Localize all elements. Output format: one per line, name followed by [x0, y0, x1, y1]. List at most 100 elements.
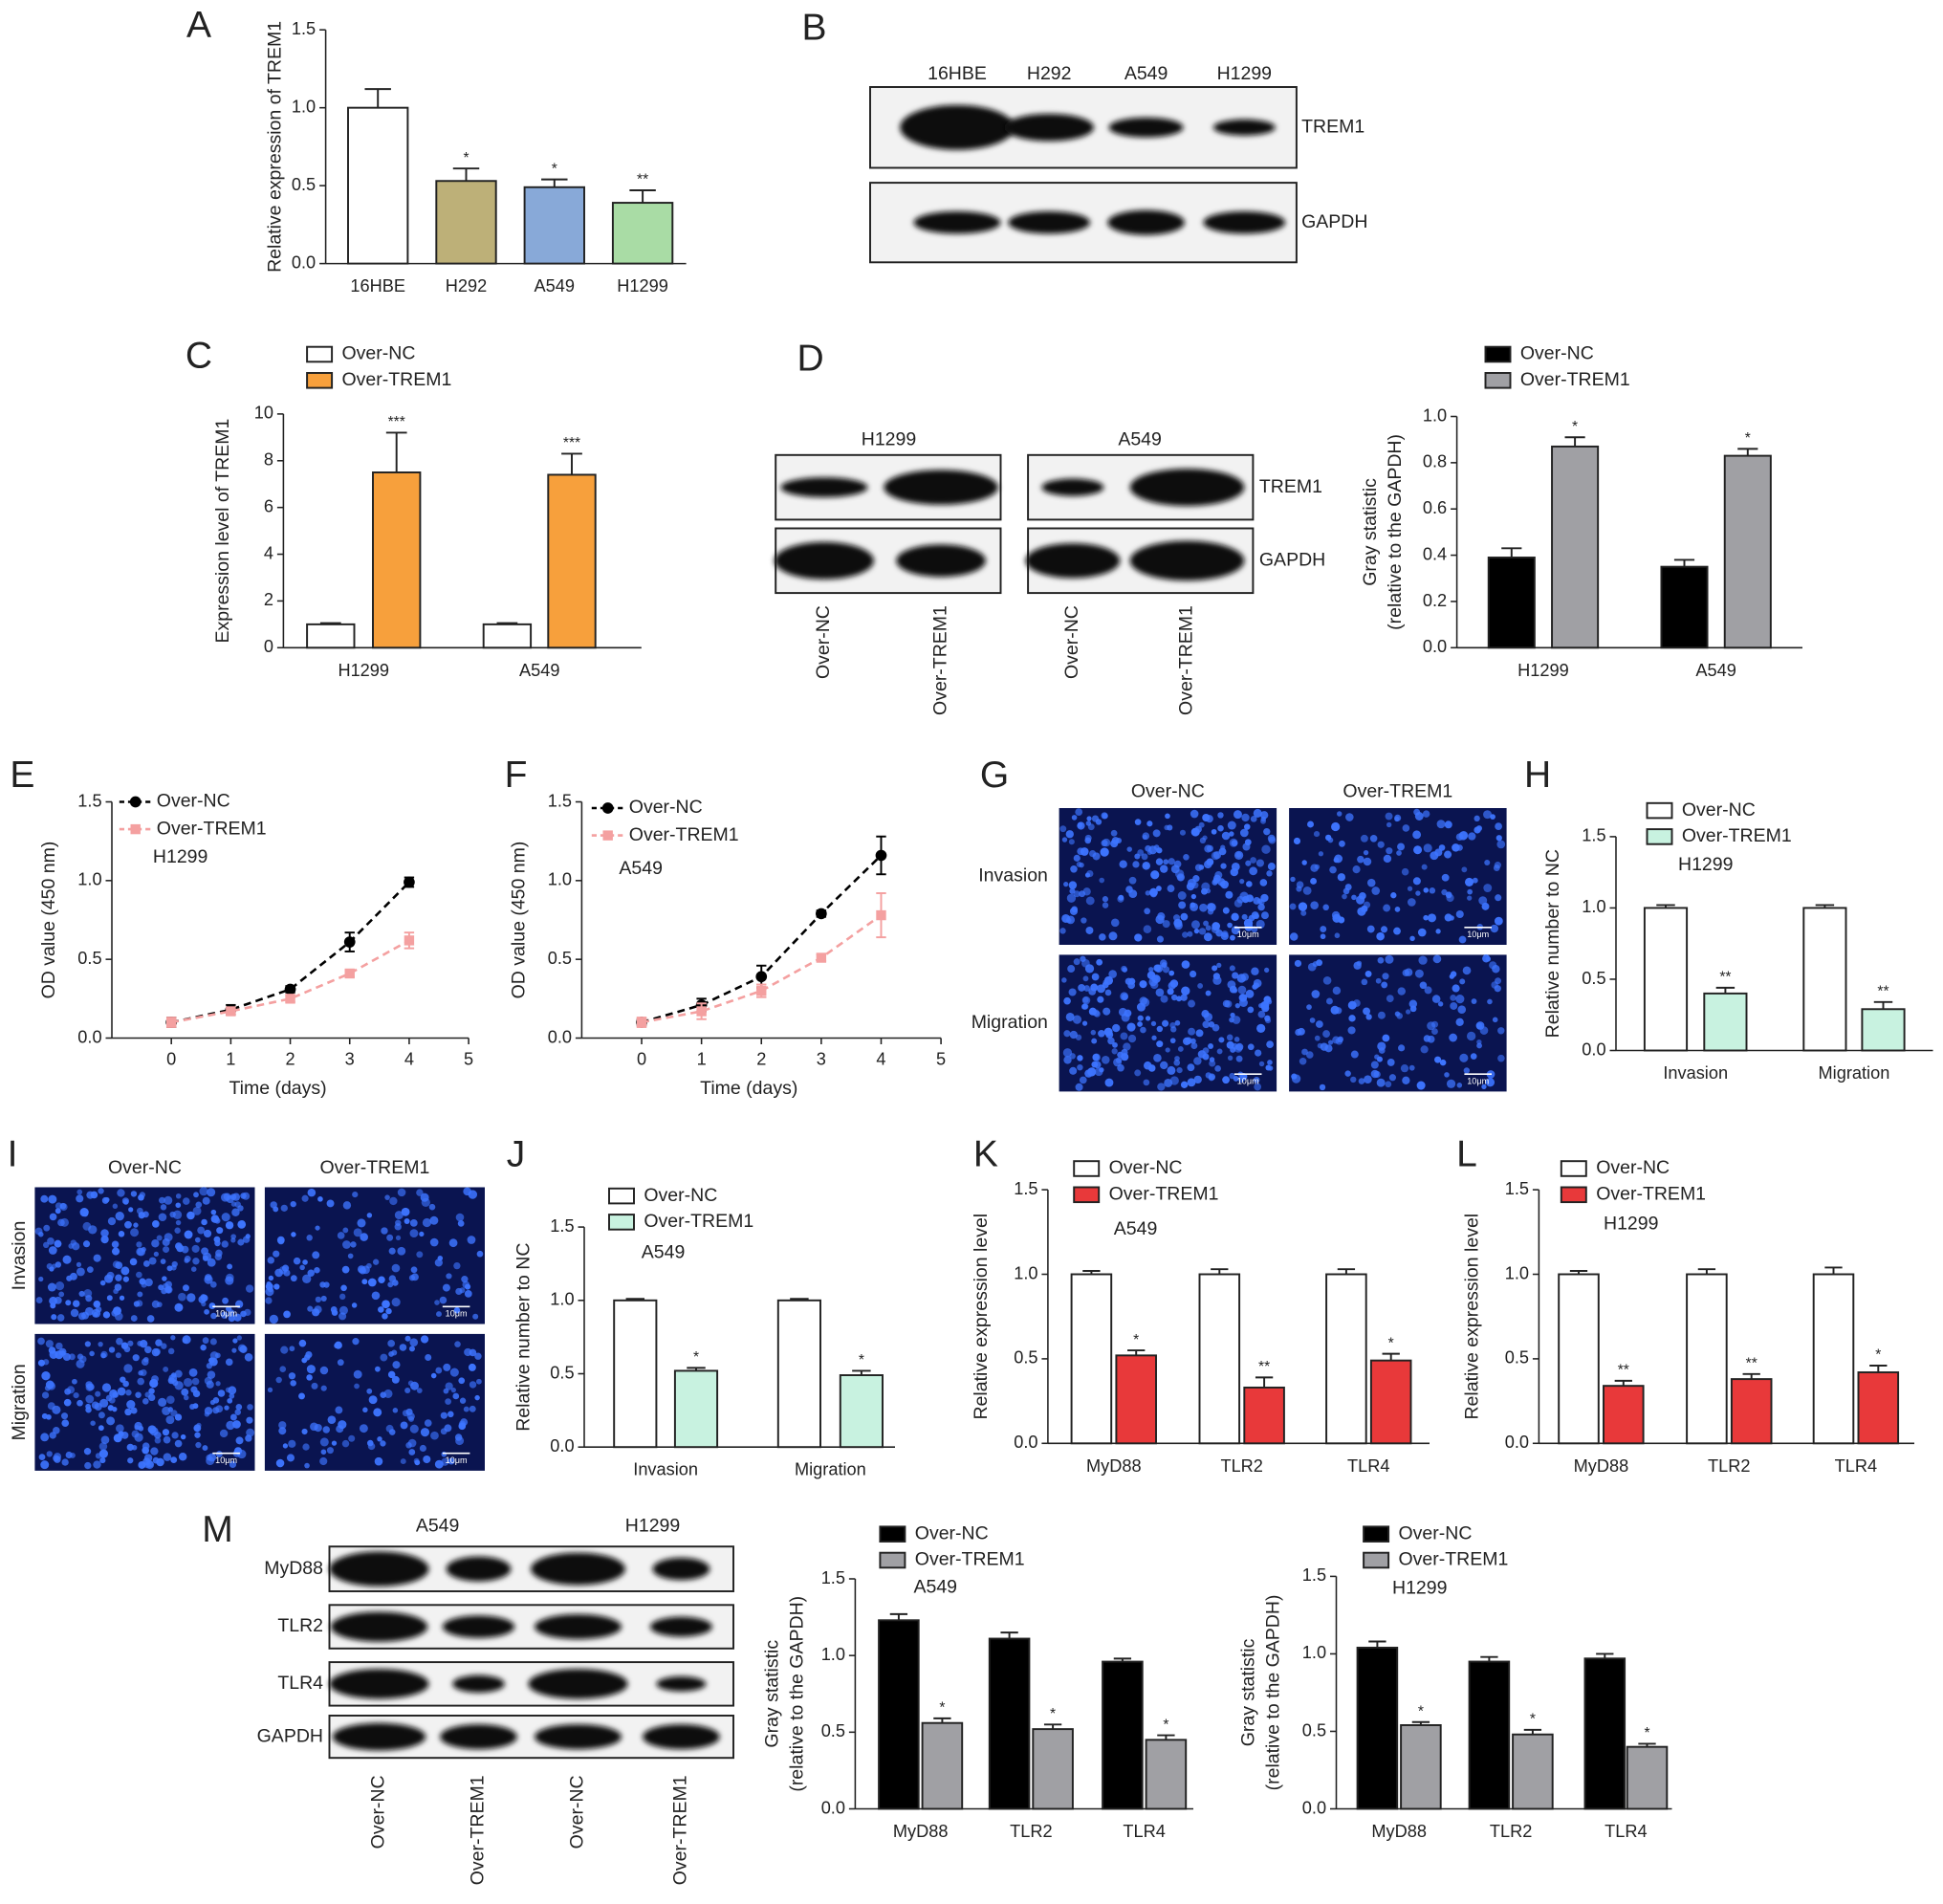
cell-nucleus [1222, 999, 1231, 1008]
cell-nucleus [177, 1303, 184, 1310]
cell-nucleus [1229, 1072, 1235, 1080]
cell-nucleus [1266, 1040, 1274, 1048]
error-bar [1638, 1742, 1656, 1747]
chart: 0.0 0.5 1.0 1.5 Relative number to NC H H1299 I… [1524, 755, 1933, 1083]
cell-nucleus [1402, 1076, 1410, 1084]
cell-nucleus [1117, 1051, 1124, 1059]
cell-nucleus [269, 1314, 279, 1324]
cell-nucleus [1296, 881, 1304, 889]
cell-nucleus [137, 1377, 145, 1386]
cell-nucleus [113, 1306, 121, 1316]
significance: * [1875, 1347, 1881, 1364]
bar [921, 1721, 964, 1810]
legend-label: Over-NC [1520, 343, 1594, 364]
cell-nucleus [1164, 824, 1169, 831]
cell-nucleus [192, 1206, 202, 1215]
cell-nucleus [1313, 830, 1321, 838]
cell-nucleus [231, 1347, 237, 1353]
cell-nucleus [1250, 815, 1257, 822]
chart: 0.0 0.5 1.0 1.5 Relative number to NC J A549 In… [507, 1133, 895, 1479]
cell-nucleus [397, 1188, 406, 1197]
cell-nucleus [302, 1443, 310, 1451]
cell-nucleus [1229, 831, 1234, 837]
marker [284, 983, 296, 996]
cell-nucleus [1066, 893, 1077, 903]
cell-nucleus [1247, 1043, 1255, 1051]
blot-band [452, 1674, 505, 1693]
cell-nucleus [209, 1338, 217, 1346]
cell-nucleus [1418, 955, 1428, 965]
cell-nucleus [46, 1262, 53, 1270]
bar [1145, 1739, 1188, 1810]
row-label: TREM1 [1259, 476, 1322, 497]
bar [1198, 1273, 1241, 1445]
panel-label: E [10, 755, 34, 796]
bar [1730, 1378, 1773, 1445]
cell-nucleus [378, 1276, 385, 1283]
cell-nucleus [1169, 1076, 1179, 1085]
scale-bar-label: 10μm [215, 1455, 237, 1465]
cell-nucleus [1102, 896, 1109, 903]
cell-nucleus [1377, 841, 1385, 848]
cell-nucleus [273, 1206, 279, 1213]
y-tick-label: 1.5 [1014, 1179, 1037, 1198]
cell-nucleus [290, 1200, 296, 1208]
legend-swatch [1646, 801, 1673, 820]
cell-nucleus [244, 1308, 251, 1317]
cell-nucleus [1483, 884, 1493, 892]
cell-nucleus [265, 1297, 273, 1304]
cell-nucleus [76, 1189, 83, 1195]
cell-nucleus [1415, 890, 1421, 896]
cell-nucleus [1317, 1042, 1323, 1049]
cell-nucleus [1363, 1007, 1371, 1016]
cell-nucleus [182, 1197, 190, 1205]
significance: * [859, 1352, 864, 1368]
cell-nucleus [326, 1447, 334, 1455]
x-tick-label: TLR2 [1490, 1822, 1532, 1841]
cell-nucleus [127, 1340, 134, 1346]
bar [1115, 1354, 1157, 1445]
y-tick-label: 0.5 [1302, 1720, 1326, 1740]
cell-nucleus [435, 1367, 443, 1374]
cell-nucleus [1408, 1064, 1415, 1071]
error-bar [541, 178, 568, 187]
micrograph: 10μm [1289, 954, 1507, 1092]
micrograph: 10μm [264, 1187, 485, 1324]
error-bar [852, 1369, 871, 1376]
cell-nucleus [244, 1352, 253, 1362]
cell-nucleus [1205, 925, 1212, 931]
cell-nucleus [1376, 1056, 1383, 1062]
cell-nucleus [1290, 876, 1296, 883]
cell-nucleus [1394, 1011, 1401, 1017]
cell-nucleus [1325, 997, 1333, 1005]
error-bar [1211, 1268, 1229, 1275]
cell-nucleus [1231, 912, 1239, 922]
cell-nucleus [70, 1308, 79, 1318]
bar [1400, 1724, 1442, 1810]
cell-nucleus [242, 1192, 251, 1200]
cell-nucleus [1261, 844, 1271, 854]
cell-nucleus [428, 1203, 436, 1211]
cell-nucleus [1206, 858, 1214, 866]
y-tick-label: 0.5 [821, 1721, 845, 1740]
cell-nucleus [48, 1194, 57, 1204]
cell-nucleus [49, 1213, 57, 1221]
cell-nucleus [1458, 831, 1468, 841]
row-label: GAPDH [1301, 211, 1367, 232]
cell-nucleus [1061, 837, 1068, 843]
cell-nucleus [1383, 904, 1391, 912]
cell-nucleus [1080, 955, 1086, 962]
cell-nucleus [1209, 1060, 1216, 1067]
subset-label: A549 [642, 1242, 686, 1263]
micrograph-background [1289, 807, 1507, 945]
y-tick-label: 1.5 [821, 1568, 845, 1587]
cell-nucleus [148, 1257, 157, 1265]
y-tick-label: 0.0 [548, 1027, 572, 1046]
cell-nucleus [1253, 1076, 1260, 1083]
cell-nucleus [234, 1409, 241, 1415]
cell-nucleus [442, 1283, 450, 1292]
cell-nucleus [440, 1412, 448, 1419]
cell-nucleus [136, 1300, 143, 1307]
cell-nucleus [1134, 933, 1143, 942]
row-label: TLR2 [277, 1615, 323, 1636]
